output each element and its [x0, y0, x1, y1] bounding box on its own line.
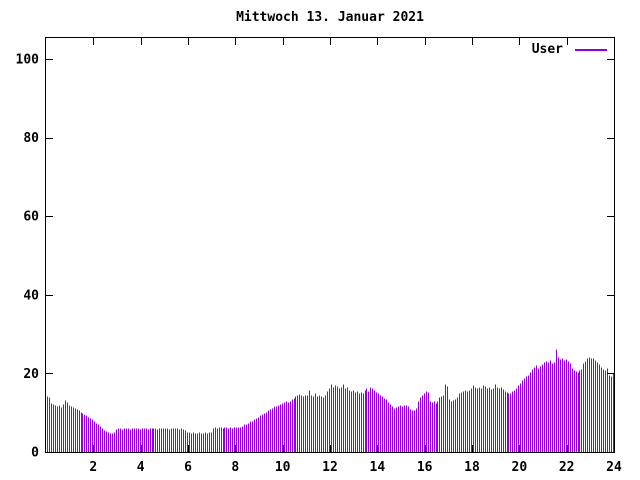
y-tick-label: 0: [31, 446, 39, 461]
x-tick-label: 6: [184, 460, 192, 475]
legend-label-user: User: [531, 42, 563, 57]
plot-border: [45, 37, 615, 453]
axis-ticks: [46, 38, 615, 453]
x-tick-label: 22: [559, 460, 575, 475]
legend-line-sample-icon: [575, 48, 607, 51]
y-tick-label: 100: [16, 53, 40, 68]
x-tick-label: 18: [464, 460, 480, 475]
legend: User: [532, 42, 607, 57]
x-tick-label: 4: [137, 460, 145, 475]
y-tick-label: 80: [23, 131, 39, 146]
bars-series-user: [47, 349, 614, 452]
x-tick-label: 10: [275, 460, 291, 475]
y-tick-label: 60: [23, 210, 39, 225]
x-tick-label: 8: [231, 460, 239, 475]
x-tick-label: 2: [89, 460, 97, 475]
y-tick-label: 20: [23, 367, 39, 382]
x-tick-label: 24: [606, 460, 622, 475]
x-tick-label: 20: [512, 460, 528, 475]
x-tick-label: 14: [370, 460, 386, 475]
chart-title: Mittwoch 13. Januar 2021: [236, 10, 424, 25]
x-tick-label: 12: [322, 460, 338, 475]
x-tick-label: 16: [417, 460, 433, 475]
y-tick-label: 40: [23, 288, 39, 303]
